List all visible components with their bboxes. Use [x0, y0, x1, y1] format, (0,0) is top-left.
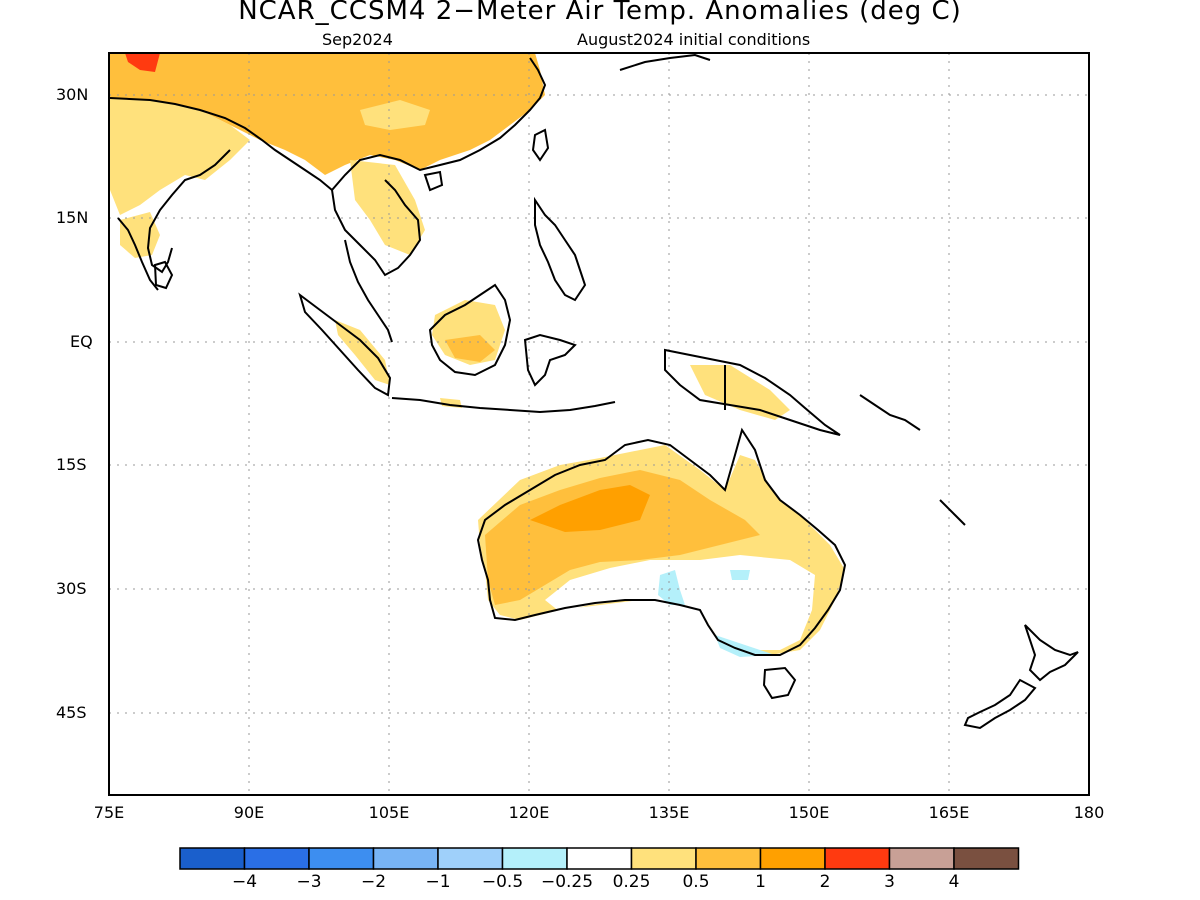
colorbar-swatch [308, 847, 375, 870]
colorbar-swatch [695, 847, 762, 870]
coast-philippines [534, 196, 587, 302]
lat-label-eq: EQ [70, 332, 93, 351]
anomaly-australia-blue [658, 570, 685, 605]
coast-india [146, 149, 231, 274]
coast-nz-north [1024, 624, 1079, 682]
map-title: NCAR_CCSM4 2−Meter Air Temp. Anomalies (… [238, 0, 962, 26]
lon-label-150e: 150E [788, 803, 830, 822]
lon-label-75e: 75E [93, 803, 125, 822]
coast-vanuatu [939, 499, 966, 526]
colorbar-swatch [179, 847, 246, 870]
coast-australia [476, 427, 847, 656]
anomaly-shading [110, 53, 845, 657]
lat-label-30s: 30S [56, 579, 87, 598]
lon-label-135e: 135E [648, 803, 690, 822]
coast-newguinea [664, 348, 841, 436]
colorbar-swatch [824, 847, 891, 870]
coast-java [391, 397, 616, 414]
colorbar-swatch [630, 847, 697, 870]
map-frame [108, 52, 1090, 796]
coast-india-west [117, 217, 159, 291]
coast-tasmania [762, 666, 797, 700]
anomaly-sumatra [335, 320, 390, 385]
graticule [109, 53, 1089, 795]
initial-conditions: August2024 initial conditions [577, 30, 811, 49]
lon-label-105e: 105E [368, 803, 410, 822]
lat-label-45s: 45S [56, 703, 87, 722]
colorbar-tick-label: −0.25 [540, 872, 594, 892]
lat-label-30n: 30N [56, 85, 89, 104]
anomaly-borneo-orange [445, 335, 495, 362]
colorbar-tick-label: −1 [425, 872, 451, 892]
anomaly-tibet-light [360, 100, 430, 130]
coast-japan [619, 53, 711, 71]
anomaly-asia-light [110, 98, 250, 215]
coast-sulawesi [523, 333, 577, 387]
colorbar-swatch [372, 847, 439, 870]
colorbar-tick-label: 0.5 [682, 872, 710, 892]
lon-label-180: 180 [1073, 803, 1105, 822]
colorbar-tick-label: −3 [296, 872, 322, 892]
colorbar-swatch [888, 847, 955, 870]
colorbar-swatch [243, 847, 310, 870]
colorbar-swatch [437, 847, 504, 870]
coast-solomon [859, 394, 921, 431]
colorbar-tick-label: 1 [755, 872, 766, 892]
coast-borneo [428, 283, 512, 377]
colorbar-tick-label: 4 [948, 872, 960, 892]
lon-label-120e: 120E [508, 803, 550, 822]
coast-sumatra [298, 292, 392, 397]
colorbar-swatch [953, 847, 1020, 870]
coast-taiwan [531, 128, 550, 162]
lat-label-15s: 15S [56, 455, 87, 474]
colorbar-tick-label: 2 [819, 872, 831, 892]
anomaly-australia-darkorange [530, 485, 650, 532]
anomaly-indochina [350, 160, 425, 255]
coast-indochina [331, 179, 422, 277]
anomaly-australia-blue3 [715, 635, 775, 657]
anomaly-australia-blue2 [730, 570, 750, 580]
coast-nz-south [963, 678, 1037, 730]
colorbar-swatch [566, 847, 633, 870]
lat-label-15n: 15N [56, 208, 89, 227]
coast-srilanka [153, 260, 174, 290]
anomaly-india-light [120, 212, 160, 258]
colorbar-swatch [501, 847, 568, 870]
colorbar-tick-label: 3 [884, 872, 895, 892]
coast-malay [344, 239, 393, 343]
coast-hainan [423, 170, 444, 192]
anomaly-asia-orange [110, 53, 545, 175]
anomaly-newguinea [690, 365, 790, 420]
coast-asia [109, 57, 547, 192]
colorbar-tick-label: 0.25 [612, 872, 651, 892]
lon-label-165e: 165E [928, 803, 970, 822]
anomaly-australia-orange [485, 470, 760, 605]
colorbar-tick-label: −2 [360, 872, 387, 892]
colorbar-tick-label: −0.5 [481, 872, 524, 892]
anomaly-asia-red [125, 53, 160, 72]
coastlines [109, 53, 1079, 730]
lon-label-90e: 90E [233, 803, 265, 822]
colorbar-tick-label: −4 [231, 872, 258, 892]
colorbar [179, 847, 1020, 870]
colorbar-swatch [759, 847, 826, 870]
forecast-month: Sep2024 [322, 30, 393, 49]
